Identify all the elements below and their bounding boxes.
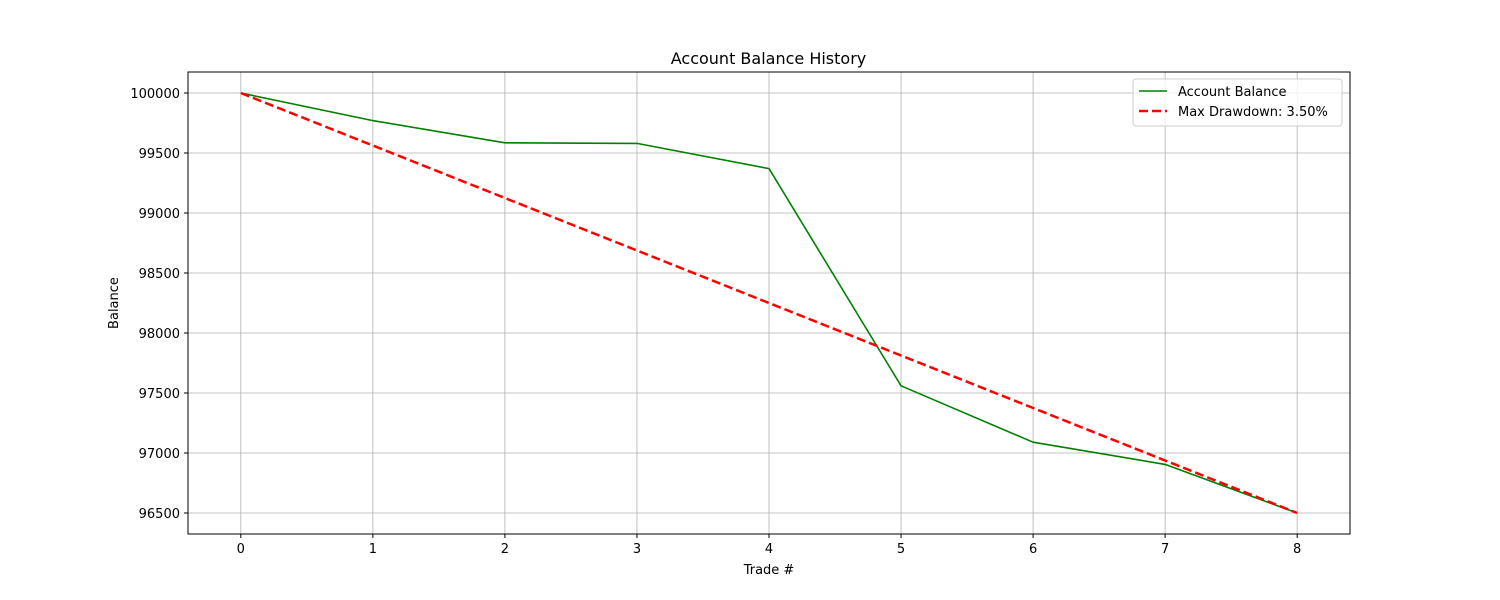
x-tick-label: 0 [237, 542, 245, 557]
y-tick-label: 97000 [139, 447, 180, 462]
y-tick-label: 97500 [139, 387, 180, 402]
chart-title: Account Balance History [671, 49, 867, 68]
y-axis-label: Balance [107, 277, 122, 329]
x-tick-label: 2 [501, 542, 509, 557]
y-axis: 96500 97000 97500 98000 98500 99000 99500 10000… [130, 87, 188, 522]
x-tick-label: 4 [765, 542, 773, 557]
y-tick-label: 98000 [139, 327, 180, 342]
grid [188, 72, 1350, 534]
x-tick-label: 1 [369, 542, 377, 557]
x-axis-label: Trade # [743, 563, 795, 578]
y-tick-label: 96500 [139, 507, 180, 522]
legend: Account Balance Max Drawdown: 3.50% [1132, 78, 1343, 127]
x-tick-label: 7 [1161, 542, 1169, 557]
y-tick-label: 99000 [139, 207, 180, 222]
legend-entry: Max Drawdown: 3.50% [1178, 105, 1328, 120]
y-tick-label: 98500 [139, 267, 180, 282]
x-tick-label: 5 [897, 542, 905, 557]
x-tick-label: 6 [1029, 542, 1037, 557]
legend-entry: Account Balance [1178, 85, 1286, 100]
y-tick-label: 100000 [130, 87, 180, 102]
x-axis: 0 1 2 3 4 5 6 7 8 [237, 534, 1301, 557]
y-tick-label: 99500 [139, 147, 180, 162]
x-tick-label: 8 [1293, 542, 1301, 557]
series-layer [240, 91, 1298, 515]
legend-box [1132, 78, 1343, 127]
x-tick-label: 3 [633, 542, 641, 557]
max-drawdown-line [240, 91, 1298, 515]
